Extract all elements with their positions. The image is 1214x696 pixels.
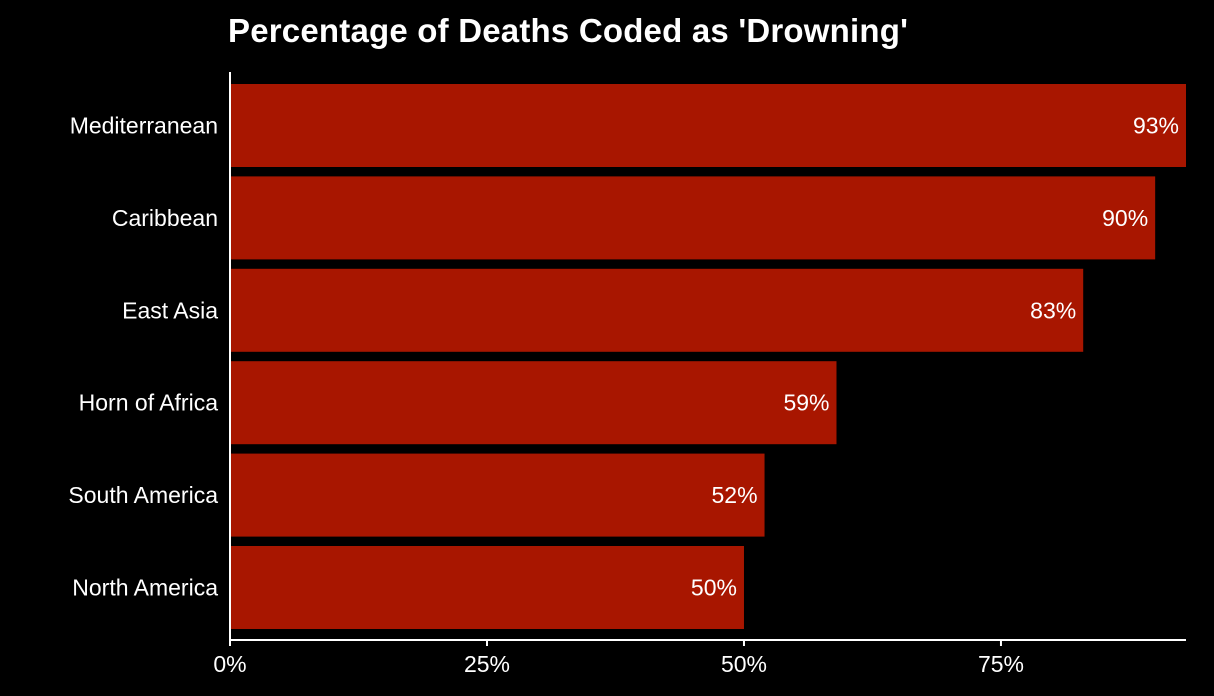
category-label: Horn of Africa [79, 390, 219, 416]
value-label: 90% [1102, 205, 1148, 231]
value-label: 59% [783, 390, 829, 416]
x-tick-label: 50% [721, 651, 767, 677]
category-label: East Asia [122, 297, 218, 323]
x-tick-label: 25% [464, 651, 510, 677]
x-ticks-layer: 0% 25% 50% 75% [213, 640, 1024, 677]
category-label: South America [68, 482, 218, 508]
category-labels-layer: Mediterranean Caribbean East Asia Horn of A… [68, 113, 218, 601]
category-label: Mediterranean [70, 113, 218, 139]
value-label: 93% [1133, 113, 1179, 139]
axes-layer [229, 72, 1186, 641]
bar [231, 176, 1156, 260]
bar [231, 268, 1084, 352]
value-label: 52% [711, 482, 757, 508]
x-tick-label: 75% [978, 651, 1024, 677]
chart-title: Percentage of Deaths Coded as 'Drowning' [228, 12, 909, 49]
value-label: 50% [691, 575, 737, 601]
value-label: 83% [1030, 297, 1076, 323]
bar [231, 361, 837, 445]
bars-layer [231, 84, 1186, 629]
category-label: North America [72, 575, 218, 601]
category-label: Caribbean [112, 205, 218, 231]
x-tick-label: 0% [213, 651, 246, 677]
value-labels-layer: 93% 90% 83% 59% 52% 50% [691, 113, 1179, 601]
bar [231, 84, 1186, 167]
bar [231, 453, 765, 537]
bar [231, 546, 744, 629]
